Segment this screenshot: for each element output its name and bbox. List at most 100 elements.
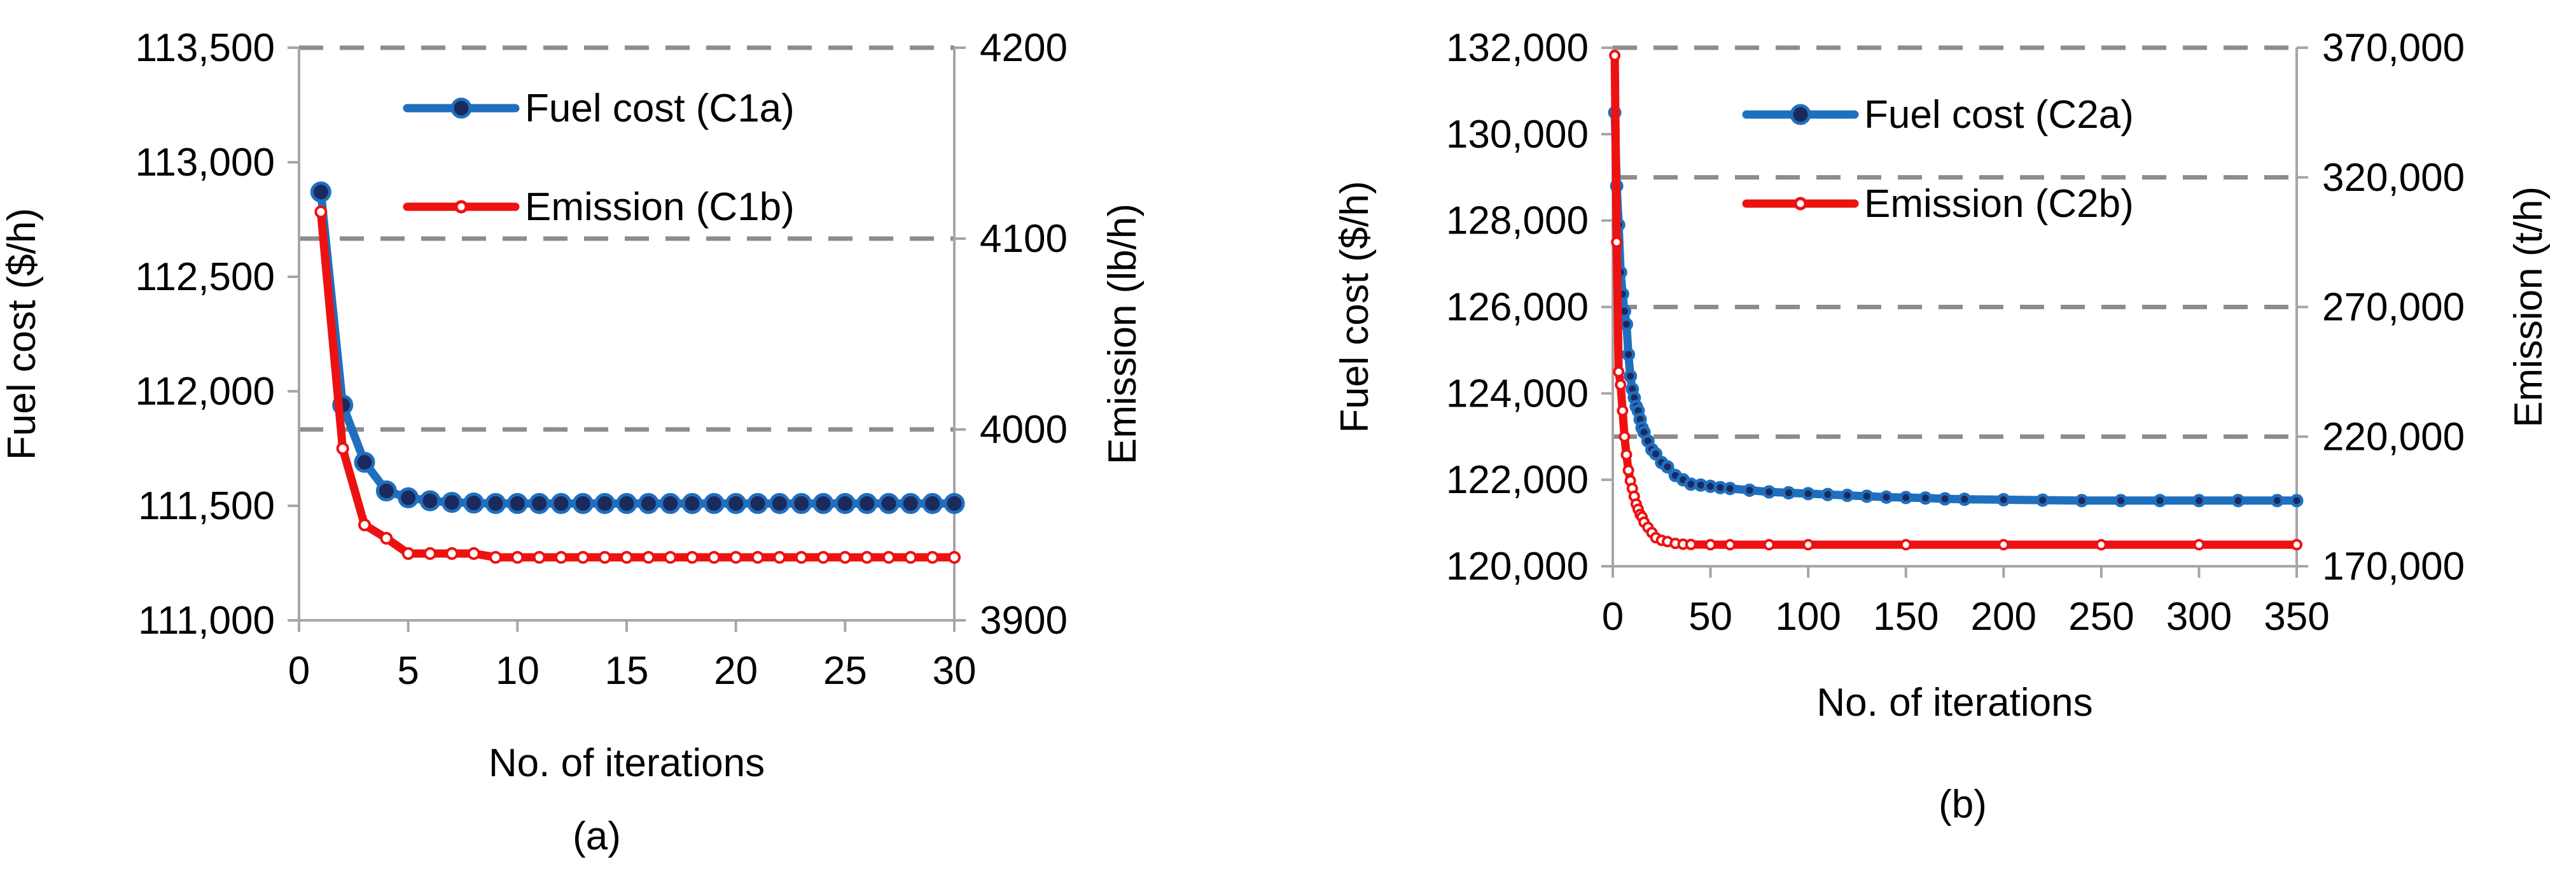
data-point <box>2231 494 2245 508</box>
data-point <box>703 492 725 514</box>
data-point <box>2075 494 2089 508</box>
data-point <box>2095 539 2107 551</box>
y-tick-label-right: 3900 <box>980 599 1068 643</box>
data-point <box>2114 494 2128 508</box>
data-point <box>1622 347 1636 361</box>
data-point <box>2036 493 2050 507</box>
data-point <box>1724 539 1736 551</box>
legend-swatch-marker <box>450 97 472 119</box>
data-point <box>2291 539 2302 551</box>
y-tick-label-left: 124,000 <box>1446 372 1589 415</box>
data-point <box>511 551 524 564</box>
data-point <box>817 551 830 564</box>
data-point <box>1622 464 1634 477</box>
data-point <box>773 551 786 564</box>
data-point <box>926 551 939 564</box>
series-emission <box>1609 50 2302 551</box>
data-point <box>2153 494 2167 508</box>
x-tick-label: 150 <box>1873 595 1939 639</box>
y-tick-label-right: 370,000 <box>2322 26 2465 70</box>
data-point <box>747 492 769 514</box>
data-point <box>1900 539 1912 551</box>
series-fuel-cost <box>310 181 965 514</box>
legend-swatch-marker <box>1790 104 1811 125</box>
data-point <box>1996 492 2010 506</box>
x-tick-label: 300 <box>2166 595 2232 639</box>
data-point <box>354 452 375 473</box>
data-point <box>2270 494 2284 508</box>
data-point <box>441 492 463 513</box>
y-tick-label-left: 111,500 <box>138 484 275 528</box>
legend-swatch-marker <box>1793 197 1807 211</box>
data-point <box>1609 50 1621 62</box>
x-axis-title: No. of iterations <box>489 741 765 785</box>
x-axis-title: No. of iterations <box>1816 681 2092 725</box>
x-tick-label: 100 <box>1775 595 1841 639</box>
chart-panel-b: 120,000 122,000 124,000 126,000 128,000 130,0… <box>1333 26 2551 826</box>
x-tick-label: 20 <box>714 649 758 693</box>
panel-label: (a) <box>573 814 621 858</box>
data-point <box>419 490 441 512</box>
data-point <box>314 206 328 218</box>
data-point <box>398 487 419 508</box>
data-point <box>1617 405 1629 417</box>
legend-entry: Emission (C2b) <box>1742 182 2134 226</box>
data-point <box>506 492 528 514</box>
data-point <box>1860 489 1874 503</box>
data-point <box>576 551 590 564</box>
data-point <box>660 492 681 514</box>
data-point <box>1763 539 1775 551</box>
y-tick-label-right: 4100 <box>980 217 1068 261</box>
data-point <box>1821 487 1835 501</box>
data-point <box>1801 487 1815 501</box>
data-point <box>1938 492 1952 506</box>
x-tick-label: 0 <box>288 649 310 693</box>
data-point <box>336 442 349 455</box>
data-point <box>1998 539 2010 551</box>
y-tick-label-left: 112,000 <box>135 370 275 414</box>
data-point <box>555 551 567 564</box>
data-point <box>637 492 659 514</box>
data-point <box>1613 366 1625 378</box>
legend-label: Fuel cost (C2a) <box>1864 93 2134 137</box>
y-tick-label-right: 4200 <box>980 26 1068 70</box>
data-point <box>878 492 900 514</box>
data-point <box>1958 492 1972 506</box>
data-point <box>467 547 480 560</box>
y-tick-label-left: 122,000 <box>1446 458 1589 502</box>
y-tick-label-right: 220,000 <box>2322 415 2465 459</box>
data-point <box>1649 447 1663 461</box>
data-point <box>375 480 397 502</box>
data-point <box>463 492 485 514</box>
data-point <box>1879 490 1893 504</box>
panel-label: (b) <box>1939 783 1987 826</box>
x-tick-label: 25 <box>823 649 867 693</box>
legend-entry: Emission (C1b) <box>403 185 795 229</box>
data-point <box>943 492 965 514</box>
x-tick-label: 10 <box>496 649 540 693</box>
y-tick-label-right: 270,000 <box>2322 286 2465 330</box>
legend-label: Emission (C1b) <box>525 185 795 229</box>
y-axis-title-left: Fuel cost ($/h) <box>1333 181 1377 433</box>
data-point <box>791 492 812 514</box>
data-point <box>795 551 808 564</box>
data-point <box>856 492 878 514</box>
data-point <box>725 492 747 514</box>
y-axis-title-right: Emission (t/h) <box>2507 186 2551 428</box>
data-point <box>358 519 371 531</box>
data-point <box>1841 489 1855 503</box>
data-point <box>1685 538 1697 550</box>
y-tick-label-right: 170,000 <box>2322 545 2465 589</box>
data-point <box>812 492 834 514</box>
x-tick-label: 15 <box>605 649 649 693</box>
data-point <box>598 551 611 564</box>
data-point <box>620 551 633 564</box>
x-tick-label: 250 <box>2068 595 2134 639</box>
data-point <box>834 492 856 514</box>
x-tick-label: 0 <box>1602 595 1624 639</box>
data-point <box>529 492 550 514</box>
legend-entry: Fuel cost (C2a) <box>1742 93 2134 137</box>
series-emission <box>314 206 961 564</box>
y-tick-label-left: 128,000 <box>1446 199 1589 243</box>
y-tick-label-left: 120,000 <box>1446 545 1589 589</box>
